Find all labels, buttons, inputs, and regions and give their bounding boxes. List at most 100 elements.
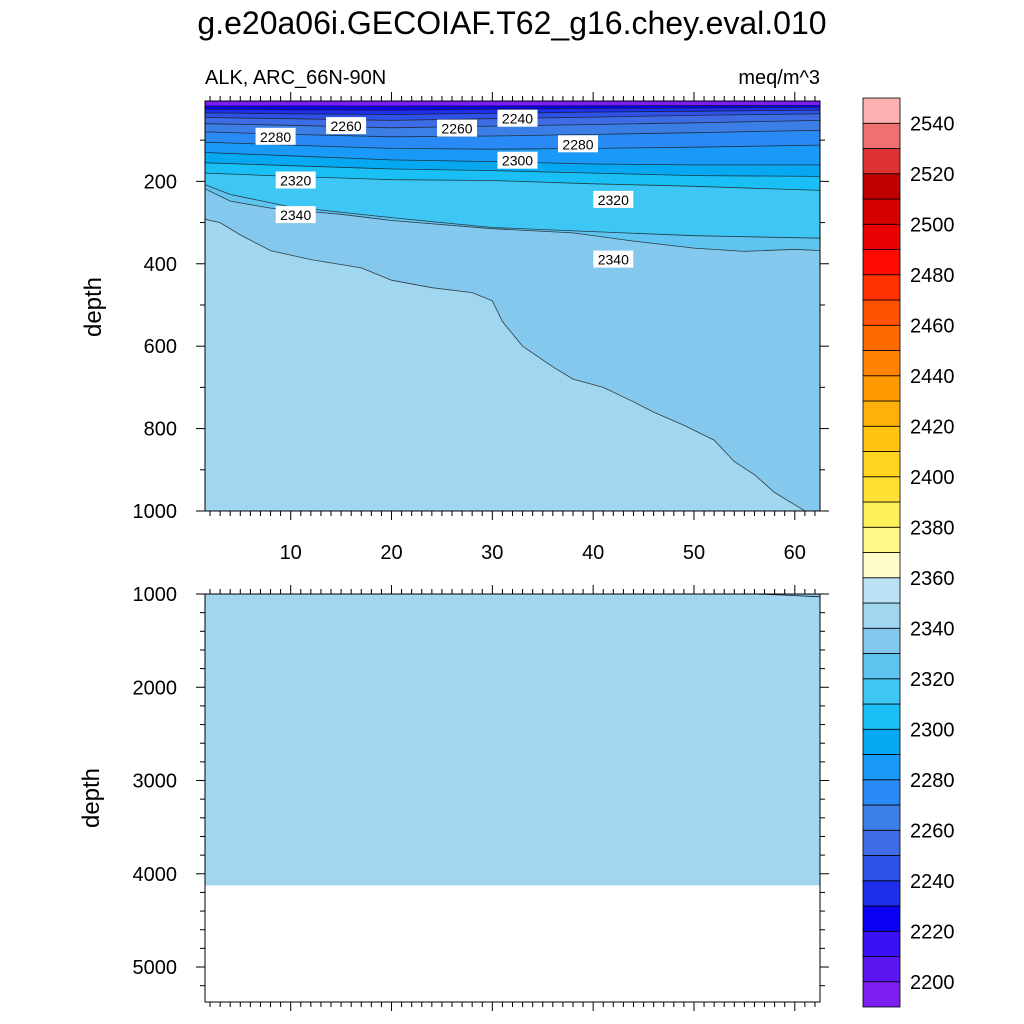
colorbar-label: 2300 <box>910 719 955 741</box>
colorbar-box-2330 <box>862 653 901 680</box>
colorbar-box-2550 <box>862 97 901 124</box>
colorbar-box-2230 <box>862 905 901 932</box>
colorbar-box-2370 <box>862 552 901 579</box>
colorbar-box-2240 <box>862 880 901 907</box>
upper-depth-panel <box>205 101 820 511</box>
colorbar-box-2360 <box>862 577 901 604</box>
colorbar-box-2290 <box>862 754 901 781</box>
colorbar-label: 2440 <box>910 366 955 388</box>
variable-region-label: ALK, ARC_66N-90N <box>205 67 386 89</box>
upper-y-tick-label: 1000 <box>133 501 178 523</box>
colorbar-label: 2480 <box>910 265 955 287</box>
colorbar-label: 2540 <box>910 113 955 135</box>
colorbar-box-2200 <box>862 981 901 1008</box>
colorbar-box-2320 <box>862 678 901 705</box>
colorbar-box-2460 <box>862 324 901 351</box>
colorbar-box-2310 <box>862 703 901 730</box>
lower-depth-panel <box>205 594 820 886</box>
contour-label-box <box>275 171 316 189</box>
contour-label-box <box>437 119 477 137</box>
upper-y-tick-label: 800 <box>144 419 177 441</box>
contour-label: 2260 <box>331 118 362 134</box>
lower-y-tick-label: 1000 <box>133 584 178 606</box>
colorbar-box-2270 <box>862 804 901 831</box>
colorbar-box-2510 <box>862 198 901 225</box>
lower-y-tick-label: 5000 <box>133 957 178 979</box>
upper-y-axis-title: depth <box>80 277 107 337</box>
colorbar-box-2430 <box>862 400 901 427</box>
contour-label: 2320 <box>280 173 311 189</box>
upper-y-tick-label: 600 <box>144 336 177 358</box>
colorbar-label: 2460 <box>910 315 955 337</box>
contour-label-box <box>255 127 296 145</box>
upper-y-tick-label: 400 <box>144 254 177 276</box>
upper-contour-line-2350 <box>205 218 806 511</box>
contour-label: 2300 <box>502 153 533 169</box>
lower-y-tick-label: 4000 <box>133 864 178 886</box>
colorbar-box-2420 <box>862 425 901 452</box>
units-label: meq/m^3 <box>738 67 820 89</box>
lower-corner-band <box>754 594 820 597</box>
colorbar-label: 2280 <box>910 770 955 792</box>
upper-contour-line-2300 <box>205 152 820 166</box>
colorbar-box-2400 <box>862 476 901 503</box>
x-tick-label: 30 <box>481 542 503 564</box>
x-tick-label: 60 <box>784 542 806 564</box>
upper-band-surface <box>205 101 820 105</box>
colorbar-box-2250 <box>862 855 901 882</box>
lower-y-tick-label: 2000 <box>133 677 178 699</box>
x-tick-label: 10 <box>280 542 302 564</box>
contour-label: 2320 <box>598 192 629 208</box>
colorbar-label: 2220 <box>910 921 955 943</box>
lower-y-tick-label: 3000 <box>133 771 178 793</box>
colorbar-label: 2400 <box>910 467 955 489</box>
colorbar-box-2540 <box>862 122 901 149</box>
colorbar-box-2390 <box>862 501 901 528</box>
colorbar-box-2220 <box>862 930 901 957</box>
contour-label-box <box>275 206 316 224</box>
colorbar-box-2300 <box>862 728 901 755</box>
upper-band-2350 <box>205 219 805 511</box>
contour-label: 2340 <box>598 252 629 268</box>
colorbar-box-2280 <box>862 779 901 806</box>
upper-contour-line-2260 <box>205 113 820 121</box>
upper-contour-labels: 2240 2260 2260 2280 2280 2300 2320 2320 2340 2340 <box>255 109 634 268</box>
colorbar-box-2530 <box>862 148 901 175</box>
figure-title: g.e20a06i.GECOIAF.T62_g16.chey.eval.010 <box>197 5 826 41</box>
contour-label-box <box>558 135 598 153</box>
colorbar-label: 2340 <box>910 618 955 640</box>
contour-label-box <box>593 250 634 268</box>
contour-label: 2340 <box>280 207 311 223</box>
colorbar-label: 2520 <box>910 164 955 186</box>
contour-label-box <box>497 109 538 127</box>
colorbar: 2200 2220 2240 2260 2280 2300 2320 2340 2360 2380… <box>862 97 955 1008</box>
colorbar-box-2500 <box>862 223 901 250</box>
lower-y-axis-title: depth <box>78 768 105 828</box>
colorbar-box-2490 <box>862 249 901 276</box>
upper-y-tick-label: 200 <box>144 171 177 193</box>
contour-label: 2260 <box>441 121 472 137</box>
contour-label-box <box>497 151 538 169</box>
lower-panel-axes: 1000 2000 3000 4000 5000 <box>133 584 829 1011</box>
upper-contour-line-2240 <box>205 106 820 111</box>
colorbar-box-2260 <box>862 829 901 856</box>
x-tick-label: 50 <box>683 542 705 564</box>
colorbar-label: 2320 <box>910 669 955 691</box>
contour-label: 2240 <box>502 111 533 127</box>
colorbar-box-2520 <box>862 173 901 200</box>
colorbar-label: 2200 <box>910 972 955 994</box>
colorbar-label: 2360 <box>910 568 955 590</box>
lower-fill-region <box>205 594 820 886</box>
colorbar-label: 2380 <box>910 517 955 539</box>
colorbar-box-2380 <box>862 526 901 553</box>
upper-contour-line-2310 <box>205 162 820 177</box>
colorbar-label: 2260 <box>910 820 955 842</box>
contour-label-box <box>326 117 367 135</box>
x-tick-label: 40 <box>582 542 604 564</box>
upper-contour-line-2330 <box>205 184 820 239</box>
upper-contour-line-2340 <box>205 188 820 252</box>
upper-contour-line-2270 <box>205 120 820 129</box>
upper-contour-line-2230 <box>205 104 820 108</box>
x-tick-label: 20 <box>380 542 402 564</box>
